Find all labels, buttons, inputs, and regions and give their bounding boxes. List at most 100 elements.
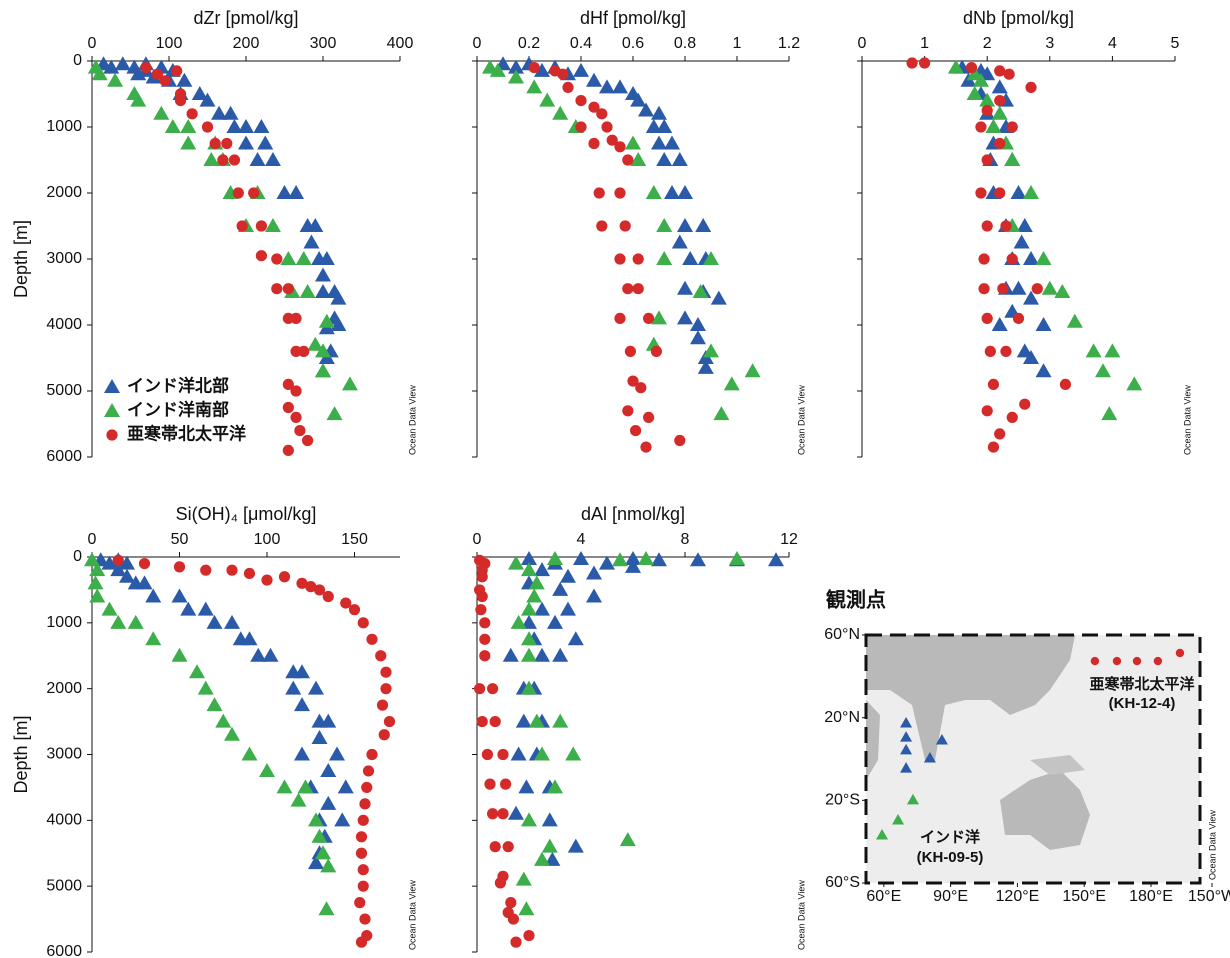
watermark: Ocean Data View bbox=[796, 880, 806, 950]
map-y-tick-label: 20°S bbox=[825, 792, 860, 809]
data-point bbox=[994, 95, 1005, 106]
data-point bbox=[349, 604, 360, 615]
data-point bbox=[518, 779, 534, 793]
data-point bbox=[978, 253, 989, 264]
data-point bbox=[542, 812, 558, 826]
data-point bbox=[677, 310, 693, 324]
data-point bbox=[521, 648, 537, 662]
y-tick-label: 3000 bbox=[46, 250, 82, 267]
data-point bbox=[992, 79, 1008, 93]
x-tick-label: 1 bbox=[733, 35, 742, 52]
data-point bbox=[482, 749, 493, 760]
data-point bbox=[265, 152, 281, 166]
data-point bbox=[238, 119, 254, 133]
data-point bbox=[1011, 185, 1027, 199]
x-tick-label: 200 bbox=[233, 35, 260, 52]
x-tick-label: 50 bbox=[171, 531, 189, 548]
y-tick-label: 4000 bbox=[46, 316, 82, 333]
data-point bbox=[982, 405, 993, 416]
data-point bbox=[625, 346, 636, 357]
data-point bbox=[994, 428, 1005, 439]
data-point bbox=[315, 268, 331, 282]
data-point bbox=[508, 556, 524, 570]
data-point bbox=[594, 187, 605, 198]
data-point bbox=[1004, 69, 1015, 80]
x-tick-label: 4 bbox=[1108, 35, 1117, 52]
data-point bbox=[110, 615, 126, 629]
data-point bbox=[180, 136, 196, 150]
data-point bbox=[300, 284, 316, 298]
data-point bbox=[982, 154, 993, 165]
data-point bbox=[1036, 317, 1052, 331]
map-x-tick-label: 120°E bbox=[996, 888, 1040, 905]
data-point bbox=[516, 872, 532, 886]
data-point bbox=[303, 235, 319, 249]
data-point bbox=[1013, 313, 1024, 324]
data-point bbox=[978, 283, 989, 294]
data-point bbox=[490, 841, 501, 852]
data-point bbox=[646, 185, 662, 199]
data-point bbox=[115, 56, 131, 70]
data-point bbox=[487, 808, 498, 819]
data-point bbox=[475, 604, 486, 615]
data-point bbox=[329, 747, 345, 761]
data-point bbox=[180, 119, 196, 133]
data-point bbox=[477, 571, 488, 582]
map-x-tick-label: 180°E bbox=[1129, 888, 1173, 905]
data-point bbox=[975, 121, 986, 132]
data-point bbox=[1113, 657, 1121, 665]
data-point bbox=[677, 281, 693, 295]
data-point bbox=[677, 218, 693, 232]
x-tick-label: 0 bbox=[88, 35, 97, 52]
data-point bbox=[375, 650, 386, 661]
x-tick-label: 0 bbox=[858, 35, 867, 52]
data-point bbox=[244, 568, 255, 579]
x-tick-label: 0 bbox=[473, 35, 482, 52]
x-tick-label: 3 bbox=[1045, 35, 1054, 52]
data-point bbox=[622, 154, 633, 165]
data-point bbox=[366, 749, 377, 760]
data-point bbox=[1154, 657, 1162, 665]
data-point bbox=[614, 187, 625, 198]
data-point bbox=[153, 106, 169, 120]
data-point bbox=[497, 749, 508, 760]
x-tick-label: 5 bbox=[1171, 35, 1180, 52]
data-point bbox=[651, 106, 667, 120]
data-point bbox=[320, 858, 336, 872]
x-tick-label: 0.2 bbox=[518, 35, 540, 52]
data-point bbox=[586, 565, 602, 579]
data-point bbox=[354, 897, 365, 908]
data-point bbox=[542, 839, 558, 853]
data-point bbox=[573, 551, 589, 565]
data-point bbox=[88, 575, 104, 589]
data-point bbox=[664, 185, 680, 199]
data-point bbox=[479, 650, 490, 661]
data-point bbox=[975, 187, 986, 198]
data-point bbox=[635, 382, 646, 393]
data-point bbox=[358, 864, 369, 875]
data-point bbox=[256, 250, 267, 261]
data-point bbox=[612, 79, 628, 93]
data-point bbox=[160, 75, 171, 86]
y-tick-label: 1000 bbox=[46, 614, 82, 631]
map-cruise-label: (KH-09-5) bbox=[917, 849, 984, 866]
data-point bbox=[320, 763, 336, 777]
data-point bbox=[988, 442, 999, 453]
x-tick-label: 0.6 bbox=[622, 35, 644, 52]
data-point bbox=[508, 806, 524, 820]
data-point bbox=[982, 220, 993, 231]
y-tick-label: 0 bbox=[73, 548, 82, 565]
data-point bbox=[384, 716, 395, 727]
chart-title: Si(OH)₄ [μmol/kg] bbox=[176, 504, 317, 524]
data-point bbox=[614, 313, 625, 324]
data-point bbox=[380, 683, 391, 694]
data-point bbox=[664, 136, 680, 150]
data-point bbox=[477, 716, 488, 727]
data-point bbox=[363, 765, 374, 776]
data-point bbox=[1101, 406, 1117, 420]
data-point bbox=[320, 796, 336, 810]
data-point bbox=[285, 681, 301, 695]
data-point bbox=[1091, 657, 1099, 665]
data-point bbox=[315, 363, 331, 377]
data-point bbox=[510, 937, 521, 948]
